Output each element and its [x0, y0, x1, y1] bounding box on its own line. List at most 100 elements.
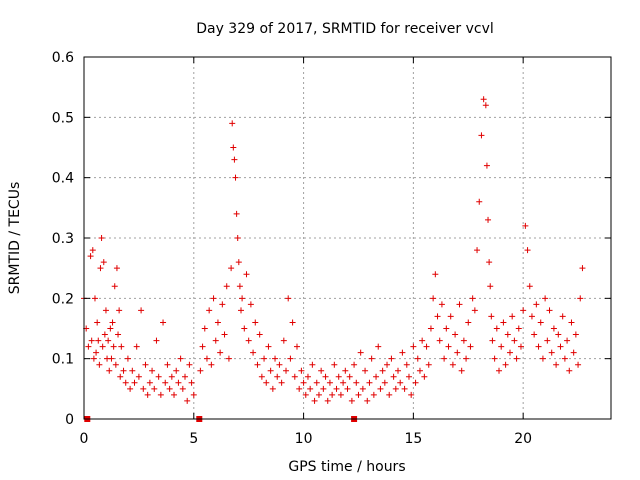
- data-point: [483, 162, 490, 169]
- data-points: [81, 96, 586, 404]
- data-point: [447, 313, 454, 320]
- data-point: [274, 373, 281, 380]
- data-point: [252, 319, 259, 326]
- data-point: [233, 210, 240, 217]
- data-point: [509, 313, 516, 320]
- data-point: [142, 361, 149, 368]
- y-tick-label: 0: [65, 412, 74, 428]
- data-point: [250, 349, 257, 356]
- data-point: [280, 337, 287, 344]
- data-point: [342, 367, 349, 374]
- data-point: [537, 319, 544, 326]
- data-point: [245, 337, 252, 344]
- y-tick-label: 0.3: [52, 231, 74, 247]
- data-point: [110, 343, 117, 350]
- data-point: [458, 367, 465, 374]
- data-point: [269, 385, 276, 392]
- data-point: [392, 385, 399, 392]
- data-point: [531, 331, 538, 338]
- grid-lines: [84, 57, 611, 419]
- data-point: [267, 367, 274, 374]
- x-tick-label: 5: [189, 431, 198, 447]
- data-point: [568, 319, 575, 326]
- data-point: [175, 379, 182, 386]
- data-point: [289, 319, 296, 326]
- data-point: [87, 253, 94, 260]
- data-point: [416, 367, 423, 374]
- data-point: [379, 367, 386, 374]
- data-point: [522, 222, 529, 229]
- data-point: [500, 319, 507, 326]
- data-point: [335, 373, 342, 380]
- data-point: [348, 397, 355, 404]
- data-point: [107, 325, 114, 332]
- data-point: [513, 355, 520, 362]
- data-point: [90, 355, 97, 362]
- data-point: [405, 373, 412, 380]
- data-point: [570, 349, 577, 356]
- data-point: [108, 355, 115, 362]
- data-point: [106, 367, 113, 374]
- data-point: [96, 361, 103, 368]
- data-point: [359, 385, 366, 392]
- data-point: [129, 367, 136, 374]
- data-point: [124, 355, 131, 362]
- data-point: [101, 331, 108, 338]
- data-point: [403, 361, 410, 368]
- data-point: [95, 337, 102, 344]
- data-point: [320, 385, 327, 392]
- data-point: [138, 307, 145, 314]
- data-point: [498, 343, 505, 350]
- data-point: [140, 385, 147, 392]
- data-point: [326, 379, 333, 386]
- data-point: [355, 391, 362, 398]
- data-point: [115, 331, 122, 338]
- data-point: [122, 379, 129, 386]
- data-point: [171, 391, 178, 398]
- data-point: [419, 337, 426, 344]
- data-point: [232, 174, 239, 181]
- data-point: [408, 391, 415, 398]
- data-point: [168, 373, 175, 380]
- data-point: [370, 391, 377, 398]
- data-point: [397, 379, 404, 386]
- data-point: [117, 373, 124, 380]
- data-point: [230, 144, 237, 151]
- data-point: [364, 397, 371, 404]
- data-point: [203, 355, 210, 362]
- data-point: [155, 373, 162, 380]
- data-point: [564, 337, 571, 344]
- data-point: [318, 367, 325, 374]
- data-point: [89, 247, 96, 254]
- data-point: [474, 247, 481, 254]
- data-point: [463, 355, 470, 362]
- data-point: [351, 361, 358, 368]
- data-point: [465, 319, 472, 326]
- data-point: [381, 379, 388, 386]
- data-point: [278, 379, 285, 386]
- data-point: [112, 361, 119, 368]
- data-point: [109, 319, 116, 326]
- data-point: [452, 331, 459, 338]
- y-axis-title: SRMTID / TECUs: [7, 182, 23, 295]
- data-point: [164, 361, 171, 368]
- data-point: [346, 373, 353, 380]
- data-point: [256, 331, 263, 338]
- data-point: [488, 313, 495, 320]
- data-point: [197, 367, 204, 374]
- y-tick-label: 0.1: [52, 352, 74, 368]
- data-point: [105, 337, 112, 344]
- data-point: [559, 313, 566, 320]
- data-point: [144, 391, 151, 398]
- data-point: [291, 373, 298, 380]
- data-point: [228, 265, 235, 272]
- data-point: [221, 331, 228, 338]
- data-point: [388, 355, 395, 362]
- data-point: [304, 373, 311, 380]
- data-point: [491, 355, 498, 362]
- data-point: [85, 343, 92, 350]
- data-point: [476, 198, 483, 205]
- data-point: [480, 96, 487, 103]
- data-point: [487, 283, 494, 290]
